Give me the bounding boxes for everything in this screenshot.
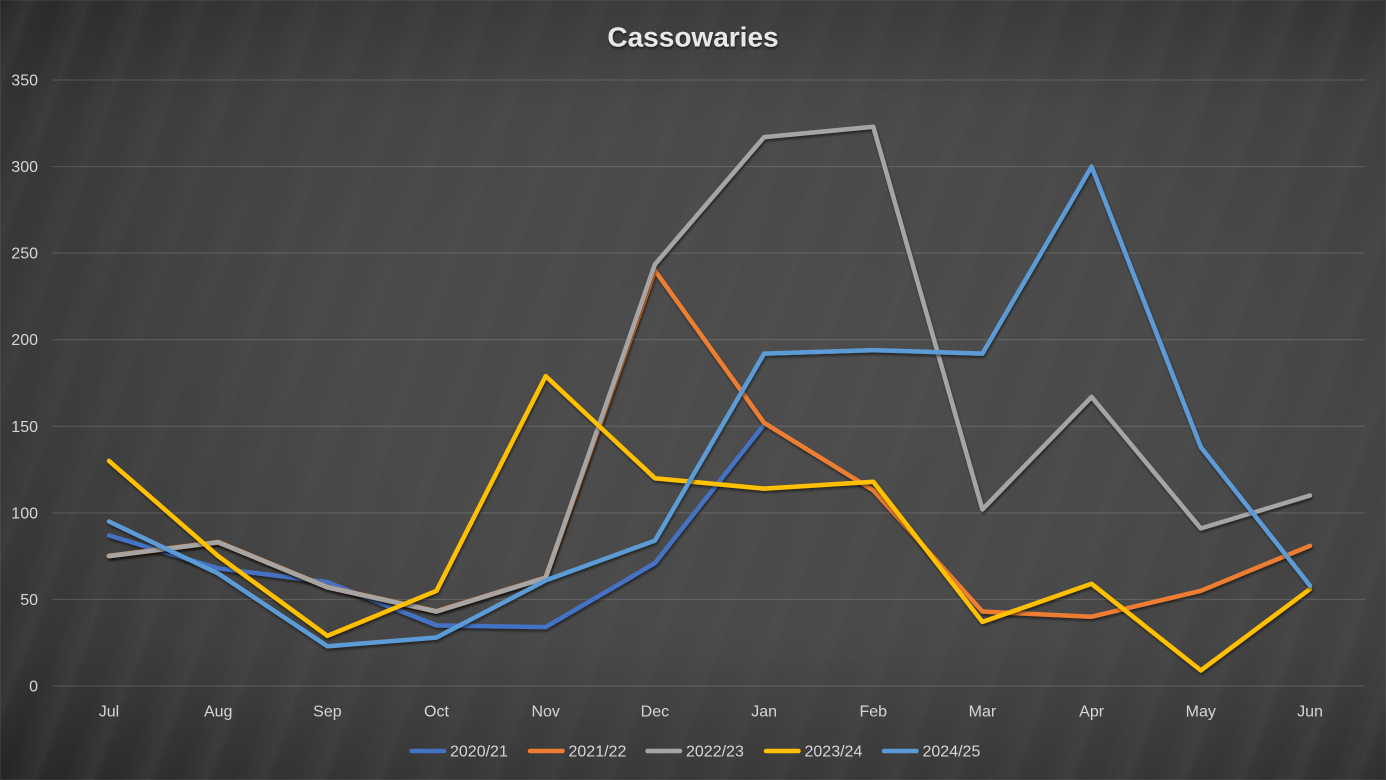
- svg-text:2021/22: 2021/22: [569, 744, 627, 761]
- svg-text:2023/24: 2023/24: [805, 744, 863, 761]
- svg-text:350: 350: [11, 73, 38, 90]
- svg-text:Dec: Dec: [641, 704, 669, 721]
- svg-text:0: 0: [29, 679, 38, 696]
- svg-text:2022/23: 2022/23: [686, 744, 744, 761]
- svg-text:Oct: Oct: [424, 704, 449, 721]
- svg-text:50: 50: [20, 592, 38, 609]
- svg-text:2024/25: 2024/25: [923, 744, 981, 761]
- svg-text:Apr: Apr: [1079, 704, 1105, 721]
- svg-text:2020/21: 2020/21: [450, 744, 508, 761]
- svg-text:150: 150: [11, 419, 38, 436]
- svg-text:100: 100: [11, 505, 38, 522]
- svg-text:May: May: [1186, 704, 1216, 721]
- svg-text:Jan: Jan: [751, 704, 777, 721]
- svg-text:300: 300: [11, 159, 38, 176]
- svg-text:200: 200: [11, 332, 38, 349]
- svg-text:Mar: Mar: [969, 704, 997, 721]
- svg-text:Jun: Jun: [1297, 704, 1323, 721]
- svg-text:Sep: Sep: [313, 704, 342, 721]
- svg-text:Cassowaries: Cassowaries: [607, 22, 778, 53]
- svg-text:Nov: Nov: [531, 704, 559, 721]
- svg-text:Aug: Aug: [204, 704, 232, 721]
- svg-text:250: 250: [11, 246, 38, 263]
- svg-text:Feb: Feb: [860, 704, 888, 721]
- svg-text:Jul: Jul: [99, 704, 119, 721]
